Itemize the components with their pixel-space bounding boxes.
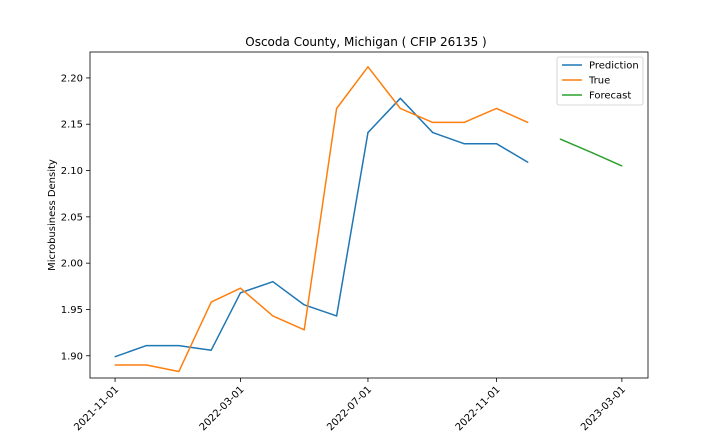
data-point-prediction [463, 143, 465, 145]
data-point-true [463, 121, 465, 123]
data-point-prediction [432, 131, 434, 134]
data-point-prediction [399, 97, 401, 99]
data-point-prediction [272, 281, 274, 283]
data-point-true [239, 287, 242, 289]
chart-title: Oscoda County, Michigan ( CFIP 26135 ) [245, 35, 486, 49]
data-point-prediction [367, 131, 369, 134]
series-line-prediction [114, 97, 529, 358]
data-point-true [178, 370, 180, 373]
data-point-prediction [239, 292, 242, 294]
series-line-true [115, 66, 529, 373]
data-point-true [432, 121, 434, 123]
y-tick-label: 1.95 [61, 305, 83, 316]
data-point-prediction [145, 344, 148, 347]
data-point-prediction [114, 356, 116, 358]
data-point-true [303, 329, 305, 331]
data-point-prediction [210, 349, 212, 351]
y-tick-label: 1.90 [61, 351, 83, 362]
data-point-true [399, 107, 401, 110]
legend-box [556, 56, 644, 106]
legend: Prediction True Forecast [556, 56, 644, 106]
y-tick-label: 2.15 [61, 120, 83, 131]
y-tick-label: 2.05 [61, 212, 83, 223]
data-point-true [336, 107, 338, 110]
y-tick-label: 2.00 [61, 259, 83, 270]
plot-area [114, 66, 623, 373]
data-point-prediction [527, 161, 529, 163]
data-point-true [114, 364, 116, 366]
data-point-true [527, 121, 529, 123]
legend-label-forecast: Forecast [589, 91, 631, 102]
data-point-true [145, 364, 148, 366]
data-point-true [495, 107, 498, 110]
plot-frame [89, 51, 649, 379]
legend-label-prediction: Prediction [589, 61, 639, 72]
data-point-true [367, 66, 369, 68]
data-point-forecast [621, 165, 623, 167]
data-point-prediction [303, 304, 305, 306]
data-point-true [210, 301, 212, 303]
data-point-prediction [495, 143, 498, 145]
legend-label-true: True [588, 76, 610, 87]
data-point-prediction [336, 315, 338, 317]
y-tick-label: 2.10 [61, 166, 83, 177]
y-axis-label: Microbusiness Density [47, 159, 58, 271]
data-point-true [272, 315, 274, 317]
y-tick-label: 2.20 [61, 73, 83, 84]
data-point-prediction [178, 344, 180, 347]
data-point-forecast [559, 138, 561, 140]
data-point-forecast [592, 152, 594, 154]
